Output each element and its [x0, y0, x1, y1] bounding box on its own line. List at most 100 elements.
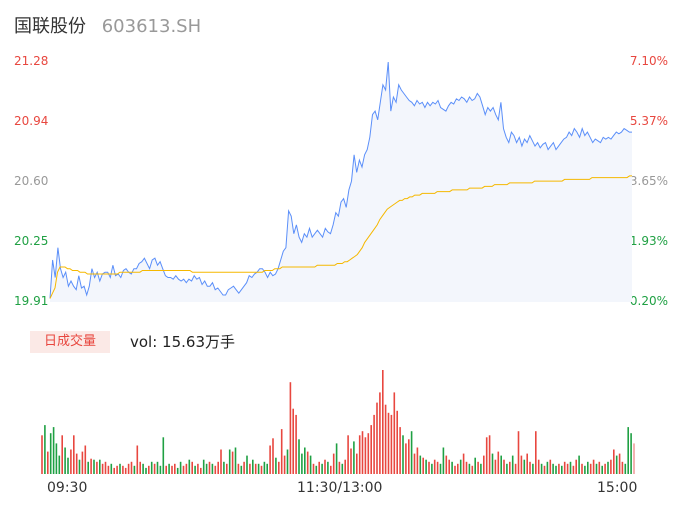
price-line	[49, 61, 632, 299]
price-label-high: 21.28	[14, 54, 49, 68]
volume-bar	[197, 463, 199, 474]
volume-bar	[332, 453, 335, 474]
volume-bar	[136, 445, 139, 474]
volume-bar	[124, 467, 127, 474]
volume-bar	[217, 461, 219, 474]
volume-bar	[315, 465, 318, 474]
volume-bar	[246, 455, 248, 474]
volume-bar	[309, 455, 312, 474]
volume-bar	[549, 459, 552, 474]
volume-bar	[208, 461, 211, 474]
volume-bar	[344, 459, 346, 474]
volume-bar	[431, 463, 433, 474]
volume-bar	[558, 463, 560, 474]
volume-bar	[457, 463, 459, 474]
volume-bar	[295, 414, 297, 474]
volume-bar	[373, 414, 375, 474]
volume-bar	[260, 465, 263, 474]
volume-bar	[223, 461, 225, 474]
volume-bars	[41, 370, 635, 474]
time-label-midday: 11:30/13:00	[297, 480, 383, 496]
volume-bar	[113, 467, 115, 474]
volume-bar	[347, 435, 349, 474]
volume-bar	[249, 463, 251, 474]
volume-bar	[231, 451, 234, 474]
volume-bar	[87, 461, 89, 474]
volume-bar	[561, 465, 563, 474]
volume-bar	[546, 461, 549, 474]
volume-bar	[630, 433, 632, 474]
volume-bar	[500, 455, 502, 474]
volume-bar	[179, 461, 182, 474]
volume-bar	[526, 453, 528, 474]
volume-bar	[150, 461, 153, 474]
volume-bar	[627, 427, 629, 474]
volume-bar	[598, 461, 601, 474]
volume-bar	[451, 461, 453, 474]
volume-bar	[613, 449, 615, 474]
volume-bar	[289, 382, 292, 474]
volume-bar	[511, 455, 514, 474]
volume-bar	[433, 459, 436, 474]
volume-bar	[436, 461, 439, 474]
volume-bar	[171, 465, 173, 474]
volume-bar	[272, 438, 274, 474]
volume-bar	[364, 437, 367, 474]
volume-bar	[575, 459, 577, 474]
volume-bar	[350, 448, 352, 474]
volume-bar	[304, 447, 306, 474]
volume-bar	[416, 447, 419, 474]
volume-bar	[280, 429, 283, 474]
pct-label-mid: 3.65%	[629, 174, 668, 188]
pct-label-lower: 1.93%	[629, 234, 668, 248]
volume-bar	[148, 465, 150, 474]
volume-bar	[211, 463, 214, 474]
stock-title: 国联股份 603613.SH	[14, 12, 201, 38]
volume-bar	[220, 449, 222, 474]
volume-bar	[506, 463, 508, 474]
volume-bar	[240, 465, 243, 474]
volume-bar	[159, 465, 162, 474]
volume-bar	[324, 459, 326, 474]
volume-bar	[41, 435, 43, 474]
volume-bar	[439, 463, 442, 474]
volume-bar	[595, 463, 598, 474]
volume-bar	[104, 461, 107, 474]
volume-bar	[361, 431, 364, 474]
volume-bar	[110, 463, 113, 474]
volume-bar	[555, 465, 557, 474]
volume-bar	[462, 453, 465, 474]
volume-bar	[182, 465, 185, 474]
price-label-mid: 20.60	[14, 174, 49, 188]
price-area-fill	[50, 62, 632, 302]
pct-label-upper: 5.37%	[629, 114, 668, 128]
price-label-low: 19.91	[14, 294, 49, 308]
volume-bar	[312, 463, 315, 474]
volume-bar	[70, 449, 72, 474]
volume-bar	[318, 461, 320, 474]
daily-volume-badge[interactable]: 日成交量	[30, 331, 110, 353]
volume-bar	[402, 435, 404, 474]
volume-bar	[327, 461, 329, 474]
volume-bar	[425, 459, 427, 474]
volume-bar	[252, 459, 254, 474]
stock-name: 国联股份	[14, 16, 86, 37]
volume-bar	[517, 431, 520, 474]
pct-label-low: 0.20%	[629, 294, 668, 308]
volume-bar	[75, 453, 78, 474]
volume-bar	[370, 425, 372, 474]
time-label-open: 09:30	[47, 480, 88, 496]
volume-bar	[205, 463, 208, 474]
volume-bar	[194, 465, 196, 474]
volume-bar	[474, 457, 476, 474]
volume-bar	[200, 467, 202, 474]
volume-bar	[413, 453, 416, 474]
volume-bar	[67, 457, 69, 474]
volume-bar	[49, 433, 52, 474]
volume-bar	[61, 435, 63, 474]
volume-bar	[540, 463, 543, 474]
volume-bar	[96, 461, 98, 474]
volume-bar	[162, 437, 165, 474]
volume-bar	[491, 453, 494, 474]
volume-bar	[382, 370, 384, 474]
